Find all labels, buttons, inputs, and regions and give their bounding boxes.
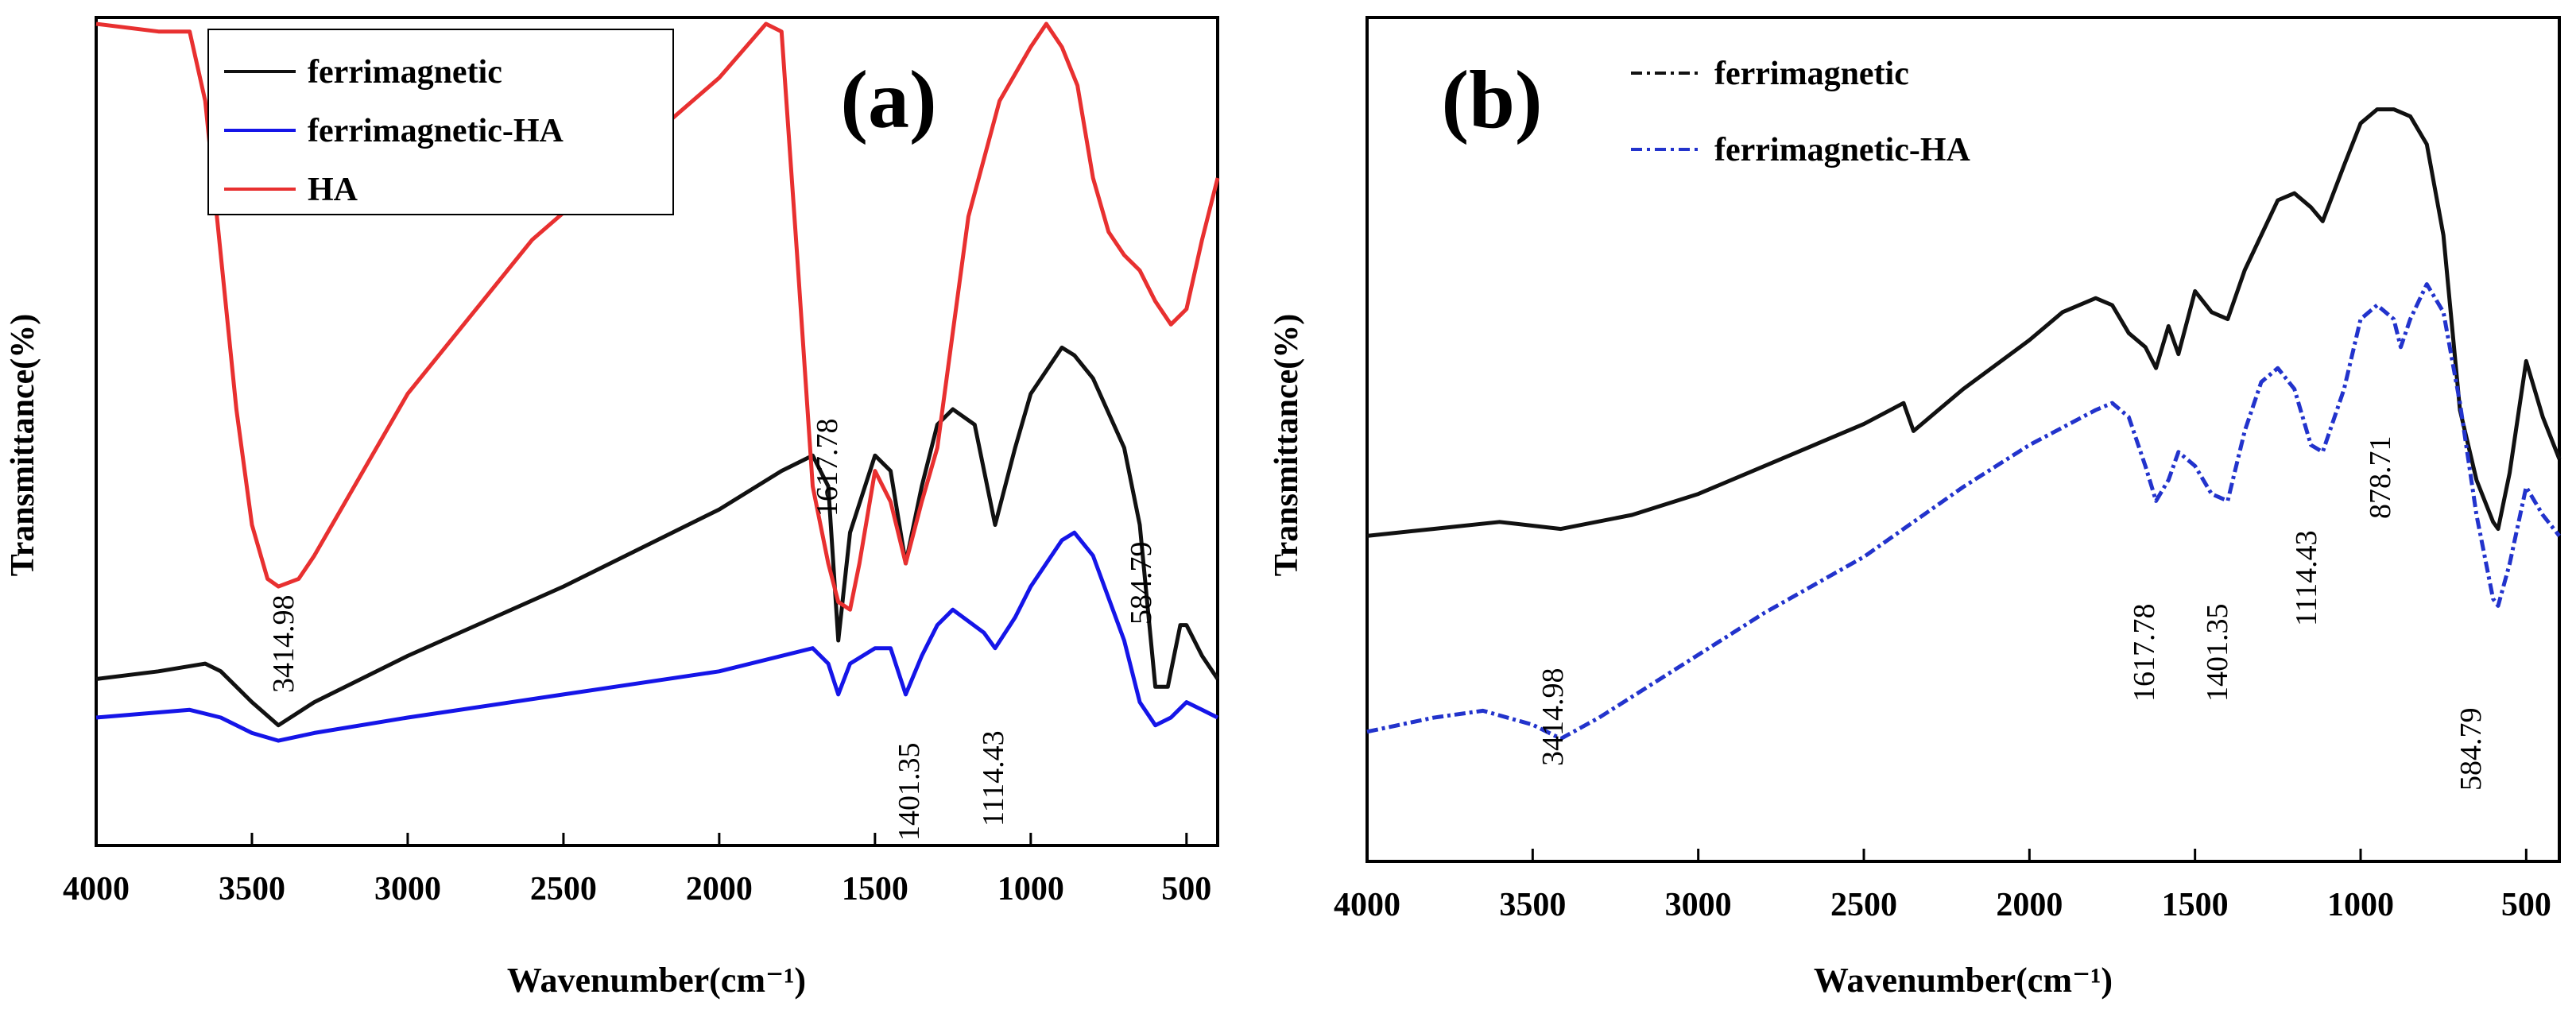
annotation-a-1114: 1114.43 xyxy=(977,730,1010,826)
panel-b-tick-label: 500 xyxy=(2501,887,2551,923)
panel-b-legend: ferrimagnetic ferrimagnetic-HA xyxy=(1631,56,1971,168)
legend-b-ferrimagnetic-ha-label: ferrimagnetic-HA xyxy=(1714,132,1971,168)
panel-a: Transmittance(%) 4000 3500 3000 2500 2000 150… xyxy=(5,16,1220,1000)
panel-a-tick-label: 1000 xyxy=(997,871,1064,907)
panel-b-series xyxy=(1366,107,2562,741)
panel-a-tick-label: 4000 xyxy=(63,871,130,907)
annotation-b-584: 584.79 xyxy=(2454,708,2488,791)
legend-a-ferrimagnetic-label: ferrimagnetic xyxy=(308,54,502,91)
panel-b-xlabel: Wavenumber(cm⁻¹) xyxy=(1814,961,2113,1000)
panel-a-xlabel: Wavenumber(cm⁻¹) xyxy=(507,961,806,1000)
panel-b-ylabel: Transmittance(%) xyxy=(1269,314,1305,576)
panel-b-tick-label: 3000 xyxy=(1665,887,1732,923)
annotation-a-3414: 3414.98 xyxy=(267,595,300,694)
panel-b-tick-label: 1500 xyxy=(2162,887,2229,923)
panel-b-plot-frame xyxy=(1365,16,2561,863)
legend-a-ha-label: HA xyxy=(308,172,358,208)
panel-b-tick-label: 2500 xyxy=(1830,887,1897,923)
panel-a-series xyxy=(95,21,1220,743)
annotation-b-1401: 1401.35 xyxy=(2201,604,2234,702)
annotation-a-1617: 1617.78 xyxy=(811,419,844,517)
panel-a-series-ha xyxy=(95,21,1220,612)
annotation-b-1114: 1114.43 xyxy=(2290,530,2323,626)
annotation-a-584: 584.79 xyxy=(1125,542,1158,625)
panel-b-series-ferrimagnetic xyxy=(1366,107,2562,538)
panel-a-legend: ferrimagnetic ferrimagnetic-HA HA xyxy=(207,29,674,215)
legend-a-ferrimagnetic-ha-label: ferrimagnetic-HA xyxy=(308,113,564,149)
legend-b-ferrimagnetic-label: ferrimagnetic xyxy=(1714,56,1909,92)
panel-b: Transmittance(%) 4000 3500 3000 2500 2000 150… xyxy=(1269,16,2562,1000)
annotation-b-3414: 3414.98 xyxy=(1536,668,1570,767)
panel-a-ylabel: Transmittance(%) xyxy=(5,314,41,576)
panel-b-tick-label: 1000 xyxy=(2327,887,2394,923)
panel-b-tick-label: 4000 xyxy=(1334,887,1400,923)
panel-b-series-ferrimagnetic-ha xyxy=(1366,282,2561,741)
panel-a-tick-label: 3000 xyxy=(374,871,441,907)
panel-a-tick-label: 2500 xyxy=(530,871,597,907)
annotation-a-1401: 1401.35 xyxy=(893,743,926,842)
panel-a-series-ferrimagnetic xyxy=(95,345,1220,728)
panel-a-tick-label: 3500 xyxy=(219,871,285,907)
panel-a-label: (a) xyxy=(840,54,936,145)
panel-a-plot-frame xyxy=(95,16,1219,847)
annotation-b-878: 878.71 xyxy=(2364,436,2397,520)
panel-a-series-ferrimagnetic-ha xyxy=(95,530,1219,743)
panel-a-tick-label: 2000 xyxy=(686,871,753,907)
panel-b-x-ticks: 4000 3500 3000 2500 2000 1500 1000 500 xyxy=(1334,849,2551,923)
panel-a-tick-label: 1500 xyxy=(842,871,908,907)
panel-a-tick-label: 500 xyxy=(1161,871,1211,907)
panel-b-label: (b) xyxy=(1441,54,1542,145)
panel-a-legend-box xyxy=(207,29,674,215)
panel-a-x-ticks: 4000 3500 3000 2500 2000 1500 1000 500 xyxy=(63,833,1211,907)
panel-b-tick-label: 2000 xyxy=(1996,887,2063,923)
panel-b-tick-label: 3500 xyxy=(1499,887,1566,923)
annotation-b-1617: 1617.78 xyxy=(2128,604,2161,702)
